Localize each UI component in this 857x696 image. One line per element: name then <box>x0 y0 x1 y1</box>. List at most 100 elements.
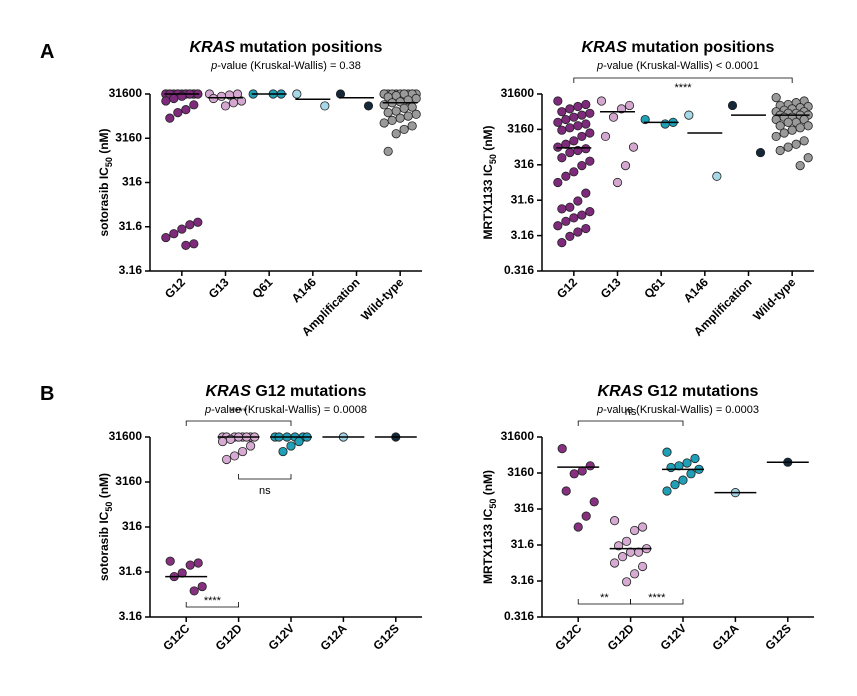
data-point <box>617 552 628 562</box>
data-point <box>577 131 587 142</box>
data-point <box>581 511 591 521</box>
data-point <box>161 96 171 106</box>
data-point <box>573 196 583 206</box>
y-tick-label: 3.16 <box>511 573 535 587</box>
data-point <box>585 156 595 166</box>
y-tick-label: 31600 <box>501 86 535 100</box>
subtitle-text: -value (Kruskal-Wallis) = 0.0003 <box>603 404 759 416</box>
y-tick-label: 0.316 <box>504 609 534 623</box>
y-tick-label: 31600 <box>109 86 143 100</box>
data-point <box>553 177 563 188</box>
data-point <box>177 224 187 234</box>
data-point <box>581 144 591 154</box>
x-tick-label: G12 <box>162 275 188 301</box>
subtitle-p: p <box>210 60 217 72</box>
title-text: mutation positions <box>627 39 775 56</box>
data-point <box>230 451 240 461</box>
data-point <box>169 229 179 239</box>
y-tick-label: 3.16 <box>119 609 143 623</box>
chart-title: KRAS G12 mutations <box>206 383 367 400</box>
data-point <box>596 96 607 106</box>
data-point <box>573 121 583 131</box>
y-label-sub: 50 <box>104 502 114 512</box>
data-point <box>557 204 567 214</box>
data-point <box>565 123 575 133</box>
data-point <box>569 112 579 122</box>
data-point <box>795 123 805 133</box>
data-point <box>193 217 203 227</box>
significance-label: ns <box>259 485 271 497</box>
data-point <box>799 136 809 146</box>
y-label-sub: 50 <box>104 157 114 167</box>
data-point <box>577 466 587 476</box>
data-point <box>557 107 567 117</box>
x-tick-label: G12V <box>266 621 298 653</box>
y-tick-label: 3.16 <box>511 228 535 242</box>
data-point <box>662 447 672 457</box>
data-point <box>600 131 611 142</box>
title-gene: KRAS <box>206 383 252 400</box>
chart-title: KRAS mutation positions <box>582 39 775 56</box>
x-tick-label: Q61 <box>249 275 275 301</box>
data-point <box>573 522 583 532</box>
y-tick-label: 31.6 <box>511 537 535 551</box>
data-point <box>581 119 591 129</box>
x-tick-label: G12S <box>762 621 794 653</box>
y-label-sub: 50 <box>488 154 498 164</box>
data-point <box>189 586 199 596</box>
data-point <box>783 142 793 152</box>
data-point <box>292 89 302 99</box>
title-gene: KRAS <box>582 39 628 56</box>
title-gene: KRAS <box>190 39 236 56</box>
data-point <box>565 147 575 158</box>
x-tick-label: A146 <box>681 275 711 305</box>
data-point <box>228 98 239 108</box>
data-point <box>755 147 766 158</box>
data-point <box>181 240 191 250</box>
x-tick-label: G12V <box>658 621 690 653</box>
data-point <box>621 536 632 546</box>
subtitle-text: -value (Kruskal-Wallis) = 0.0008 <box>211 404 367 416</box>
y-tick-label: 3160 <box>115 130 142 144</box>
significance-bracket <box>573 77 793 83</box>
y-label-text: (nM) <box>97 128 111 157</box>
data-point <box>553 96 563 106</box>
data-point <box>670 480 680 490</box>
x-tick-label: G12C <box>160 621 192 653</box>
data-point <box>581 188 591 198</box>
data-point <box>787 125 797 135</box>
data-point <box>557 153 567 163</box>
data-point <box>678 475 688 485</box>
y-label-text: (nM) <box>97 473 111 502</box>
data-point <box>286 441 296 451</box>
data-point <box>561 114 571 125</box>
data-point <box>399 103 409 113</box>
data-point <box>629 569 640 579</box>
data-point <box>407 121 417 131</box>
data-point <box>585 461 595 471</box>
data-point <box>222 454 232 465</box>
data-point <box>662 486 672 496</box>
data-point <box>246 441 256 451</box>
data-point <box>569 469 579 479</box>
data-point <box>208 93 219 104</box>
data-point <box>775 145 785 156</box>
title-text: mutation positions <box>235 39 383 56</box>
significance-label: **** <box>204 595 222 607</box>
subtitle-p: p <box>596 404 603 416</box>
x-tick-label: G12D <box>605 621 637 653</box>
chart-subtitle: p-value (Kruskal-Wallis) = 0.38 <box>210 60 361 72</box>
data-point <box>278 446 288 457</box>
x-tick-label: Wild-type <box>750 275 798 323</box>
data-point <box>613 541 624 551</box>
data-point <box>629 525 640 536</box>
y-tick-label: 0.316 <box>504 263 534 277</box>
data-point <box>621 577 632 587</box>
x-tick-label: G12 <box>554 275 580 301</box>
data-point <box>779 128 789 138</box>
subtitle-p: p <box>596 60 603 72</box>
data-point <box>185 560 195 570</box>
y-label-text: (nM) <box>481 470 495 499</box>
subtitle-text: -value (Kruskal-Wallis) = 0.38 <box>217 60 361 72</box>
